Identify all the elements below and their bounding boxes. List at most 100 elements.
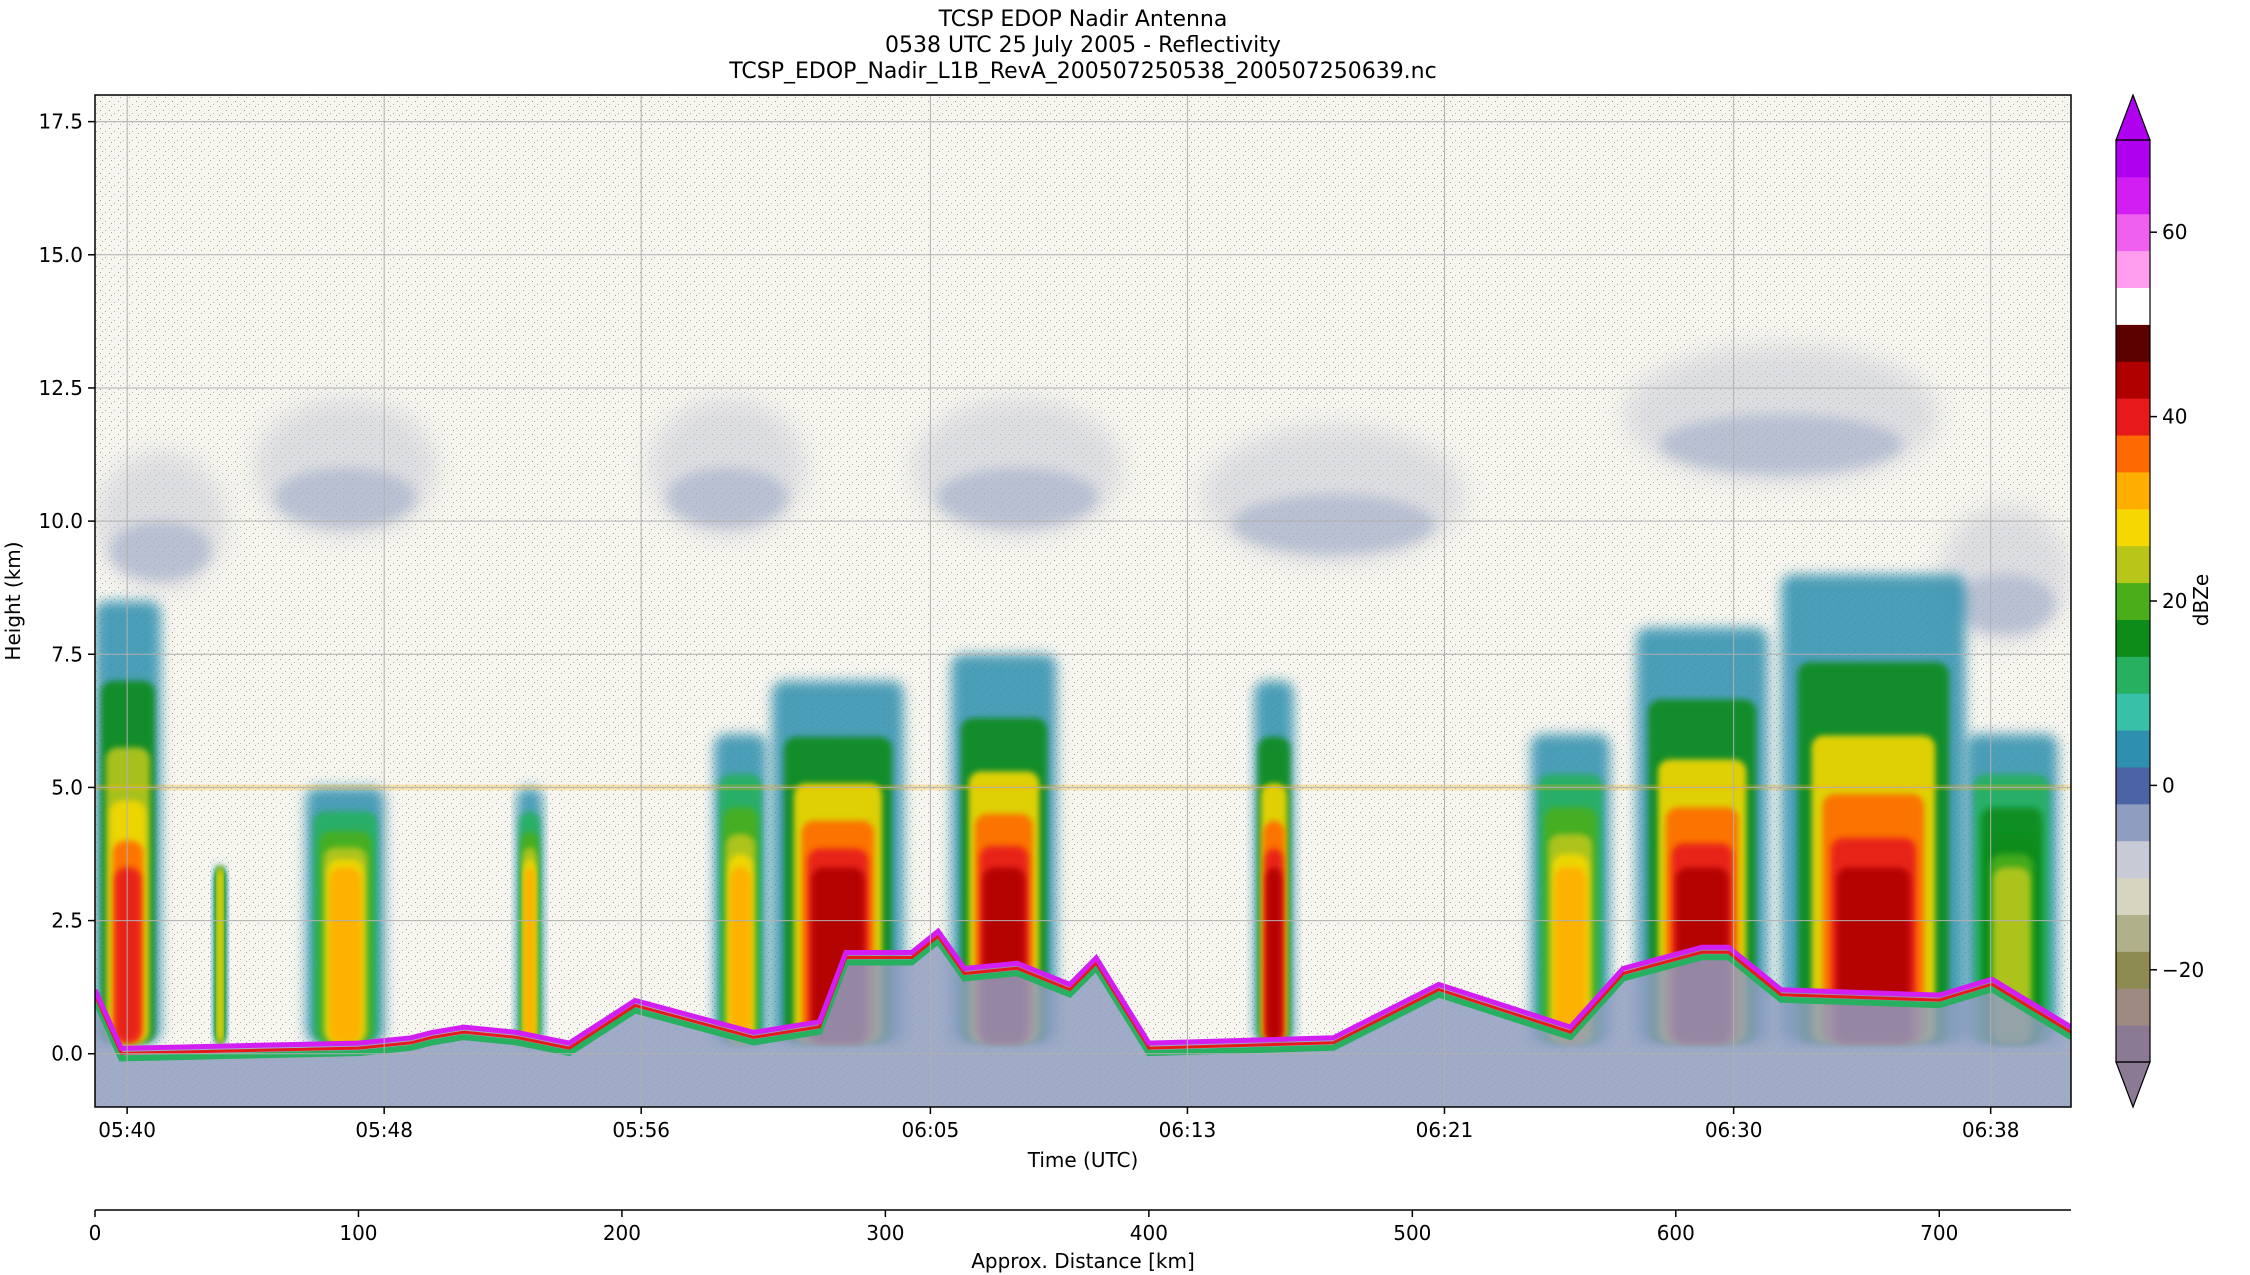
convective-cell-3 [516, 787, 543, 1044]
distance-tick-label: 200 [603, 1221, 641, 1245]
cirrus-core-4 [1231, 494, 1435, 555]
distance-axis: 0 100 200 300 400 500 600 700 [89, 1210, 1958, 1245]
distance-tick-label: 100 [339, 1221, 377, 1245]
y-tick-label: 15.0 [38, 243, 83, 267]
colorbar-tick-label: 60 [2162, 220, 2187, 244]
x-tick-label: 05:56 [612, 1118, 670, 1142]
colorbar-segment [2116, 730, 2150, 768]
surface-echo-red [95, 934, 2071, 1055]
cirrus-core-3 [936, 467, 1099, 528]
upper-cloud-layer [95, 344, 2071, 645]
colorbar-segment [2116, 877, 2150, 915]
colorbar-segment [2116, 951, 2150, 989]
cell-0-level-5 [114, 867, 142, 1044]
colorbar-segment [2116, 508, 2150, 547]
colorbar-segment [2116, 471, 2150, 510]
plot-area [95, 95, 2071, 1107]
x-tick-label: 06:05 [902, 1118, 960, 1142]
cirrus-core-6 [1954, 574, 2056, 635]
y-axis: 0.0 2.5 5.0 7.5 10.0 12.5 15.0 17.5 [38, 110, 95, 1066]
colorbar-tick-label: −20 [2162, 958, 2204, 982]
cell-2-level-5 [329, 867, 362, 1044]
below-surface-noise [95, 931, 2071, 1107]
distance-tick-label: 500 [1393, 1221, 1431, 1245]
colorbar-segment [2116, 988, 2150, 1026]
x-tick-label: 05:40 [98, 1118, 156, 1142]
colorbar-extend-bottom [2115, 1061, 2151, 1109]
distance-tick-label: 300 [866, 1221, 904, 1245]
cell-1-level-5 [217, 867, 223, 1044]
colorbar-tick-label: 40 [2162, 405, 2187, 429]
colorbar-extend-top [2115, 93, 2151, 141]
colorbar-segment [2116, 766, 2150, 805]
convective-cell-2 [305, 787, 385, 1044]
x-tick-label: 05:48 [355, 1118, 413, 1142]
colorbar-label: dBZe [2189, 574, 2213, 626]
surface-echo-magenta [95, 927, 2071, 1051]
cirrus-core-1 [274, 467, 417, 528]
cell-7-level-5 [1266, 867, 1282, 1044]
x-tick-label: 06:30 [1705, 1118, 1763, 1142]
x-tick-label: 06:21 [1416, 1118, 1474, 1142]
surface-return-layer [95, 927, 2071, 1107]
distance-tick-label: 600 [1657, 1221, 1695, 1245]
cirrus-core-5 [1659, 414, 1903, 475]
colorbar-tick-label: 0 [2162, 773, 2175, 797]
x-tick-label: 06:38 [1962, 1118, 2020, 1142]
cell-8-level-5 [1554, 867, 1587, 1044]
colorbar-segment [2116, 619, 2150, 657]
convective-cell-4 [714, 734, 767, 1044]
cell-4-level-5 [729, 867, 752, 1044]
plot-noise-texture [95, 95, 2071, 1107]
colorbar-segment [2116, 803, 2150, 842]
colorbar-segment [2116, 693, 2150, 731]
colorbar-segment [2116, 250, 2150, 289]
colorbar-segment [2116, 324, 2150, 362]
cirrus-core-2 [666, 467, 789, 528]
y-tick-label: 0.0 [51, 1042, 83, 1066]
y-axis-label: Height (km) [1, 541, 25, 660]
plot-frame [94, 94, 2072, 1108]
convective-cell-8 [1530, 734, 1610, 1044]
colorbar-segment [2116, 140, 2150, 178]
colorbar-segment [2116, 582, 2150, 620]
y-tick-label: 17.5 [38, 110, 83, 134]
grid-lines [95, 95, 2071, 1107]
distance-tick-label: 700 [1920, 1221, 1958, 1245]
chart-title-line-2: 0538 UTC 25 July 2005 - Reflectivity [885, 33, 1281, 58]
colorbar-segment [2116, 545, 2150, 584]
convective-cell-1 [213, 867, 227, 1044]
y-tick-label: 7.5 [51, 642, 83, 666]
distance-tick-label: 400 [1130, 1221, 1168, 1245]
colorbar-segment [2116, 914, 2150, 952]
y-tick-label: 10.0 [38, 509, 83, 533]
x-axis-label: Time (UTC) [1027, 1148, 1139, 1172]
colorbar-segment [2116, 287, 2150, 325]
x-axis: 05:40 05:48 05:56 06:05 06:13 06:21 06:30 06:38 [98, 1107, 2019, 1142]
convective-cell-6 [951, 654, 1057, 1044]
convective-cell-0 [95, 601, 161, 1044]
cell-3-level-5 [524, 867, 535, 1044]
chart-title-line-3: TCSP_EDOP_Nadir_L1B_RevA_200507250538_20… [728, 59, 1436, 84]
colorbar-segment [2116, 176, 2150, 215]
y-tick-label: 2.5 [51, 909, 83, 933]
colorbar-segment [2116, 656, 2150, 694]
colorbar-segment [2116, 213, 2150, 252]
colorbar-segment [2116, 435, 2150, 473]
colorbar-segment [2116, 840, 2150, 879]
colorbar-segment [2116, 1025, 2150, 1063]
y-tick-label: 12.5 [38, 376, 83, 400]
convective-cell-10 [1781, 574, 1966, 1044]
colorbar-segment [2116, 398, 2150, 436]
cirrus-core-0 [110, 521, 212, 582]
colorbar-tick-label: 20 [2162, 589, 2187, 613]
x-tick-label: 06:13 [1159, 1118, 1217, 1142]
distance-tick-label: 0 [89, 1221, 102, 1245]
colorbar-segment [2116, 361, 2150, 399]
convective-cell-7 [1254, 680, 1294, 1044]
colorbar: −20 0 20 40 60 [2115, 93, 2204, 1109]
chart-title-line-1: TCSP EDOP Nadir Antenna [938, 7, 1228, 32]
surface-echo-green [95, 936, 2071, 1062]
y-tick-label: 5.0 [51, 775, 83, 799]
